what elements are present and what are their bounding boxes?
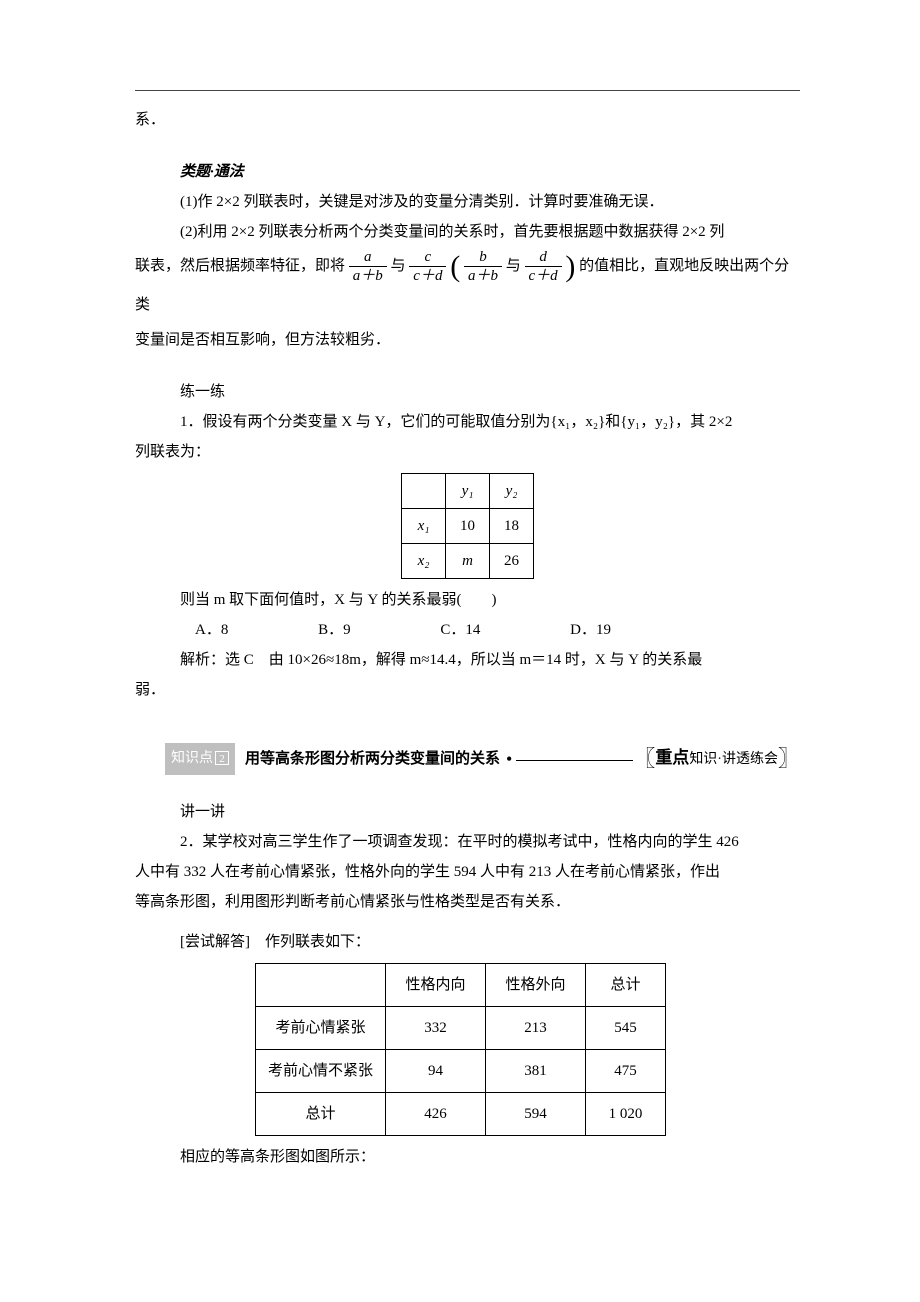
knowledge-tag-number: 2 bbox=[215, 751, 229, 765]
contingency-table-1: y₁ y₂ x₁ 10 18 x₂ m 26 bbox=[401, 473, 534, 579]
right-paren-icon: ) bbox=[565, 252, 575, 282]
q1-answer-a: 解析：选 C 由 10×26≈18m，解得 m≈14.4，所以当 m＝14 时，… bbox=[135, 645, 800, 675]
left-paren-icon: ( bbox=[450, 252, 460, 282]
table-cell: 性格内向 bbox=[386, 964, 486, 1007]
banner-title: 用等高条形图分析两分类变量间的关系 bbox=[245, 744, 500, 774]
sep-1: 与 bbox=[391, 258, 406, 274]
attempt-line: [尝试解答] 作列联表如下： bbox=[135, 927, 800, 957]
options-row: A．8 B．9 C．14 D．19 bbox=[135, 615, 800, 645]
p3-lead: 联表，然后根据频率特征，即将 bbox=[135, 258, 345, 274]
table-row: 考前心情不紧张 94 381 475 bbox=[256, 1050, 666, 1093]
paragraph-3: 联表，然后根据频率特征，即将 a a＋b 与 c c＋d ( b a＋b 与 d… bbox=[135, 247, 800, 325]
paragraph-1: (1)作 2×2 列联表时，关键是对涉及的变量分清类别．计算时要准确无误． bbox=[135, 187, 800, 217]
table-cell: 考前心情紧张 bbox=[256, 1007, 386, 1050]
contingency-table-2: 性格内向 性格外向 总计 考前心情紧张 332 213 545 考前心情不紧张 … bbox=[255, 963, 666, 1136]
fraction-4: d c＋d bbox=[525, 248, 562, 285]
banner-right: 〖重点知识·讲透练会〗 bbox=[633, 737, 800, 781]
table-row: x₂ m 26 bbox=[402, 544, 534, 579]
table-row: x₁ 10 18 bbox=[402, 509, 534, 544]
option-d: D．19 bbox=[540, 615, 611, 645]
table-cell: y₁ bbox=[446, 474, 490, 509]
table-cell bbox=[256, 964, 386, 1007]
table-cell: 381 bbox=[486, 1050, 586, 1093]
table-cell: 332 bbox=[386, 1007, 486, 1050]
fraction-1: a a＋b bbox=[349, 248, 387, 285]
option-a: A．8 bbox=[165, 615, 228, 645]
bullet-icon: • bbox=[506, 750, 512, 768]
banner-line bbox=[516, 760, 633, 761]
dbl-bracket-right-icon: 〗 bbox=[778, 746, 800, 771]
page-container: 系． 类题·通法 (1)作 2×2 列联表时，关键是对涉及的变量分清类别．计算时… bbox=[0, 0, 920, 1232]
q1-answer-b: 弱． bbox=[135, 675, 800, 705]
q2-b: 人中有 332 人在考前心情紧张，性格外向的学生 594 人中有 213 人在考… bbox=[135, 857, 800, 887]
knowledge-tag: 知识点2 bbox=[165, 743, 235, 775]
knowledge-tag-text: 知识点 bbox=[171, 751, 213, 766]
table-cell: 594 bbox=[486, 1093, 586, 1136]
trailing-fragment: 系． bbox=[135, 105, 800, 135]
knowledge-point-banner: 知识点2 用等高条形图分析两分类变量间的关系 • 〖重点知识·讲透练会〗 bbox=[165, 737, 800, 781]
table-cell: 10 bbox=[446, 509, 490, 544]
paragraph-2: (2)利用 2×2 列联表分析两个分类变量间的关系时，首先要根据题中数据获得 2… bbox=[135, 217, 800, 247]
table-cell bbox=[402, 474, 446, 509]
table-row: 性格内向 性格外向 总计 bbox=[256, 964, 666, 1007]
table-cell: y₂ bbox=[490, 474, 534, 509]
sep-2: 与 bbox=[506, 258, 521, 274]
talk-label: 讲一讲 bbox=[180, 804, 225, 820]
table-row: 总计 426 594 1 020 bbox=[256, 1093, 666, 1136]
fraction-2: c c＋d bbox=[409, 248, 446, 285]
table-cell: 总计 bbox=[256, 1093, 386, 1136]
table-cell: 545 bbox=[586, 1007, 666, 1050]
table-cell: 18 bbox=[490, 509, 534, 544]
table-row: 考前心情紧张 332 213 545 bbox=[256, 1007, 666, 1050]
fraction-3: b a＋b bbox=[464, 248, 502, 285]
section-title: 类题·通法 bbox=[180, 164, 244, 180]
table-cell: x₂ bbox=[402, 544, 446, 579]
q1-ask: 则当 m 取下面何值时，X 与 Y 的关系最弱( ) bbox=[135, 585, 800, 615]
table-cell: 213 bbox=[486, 1007, 586, 1050]
table-cell: 考前心情不紧张 bbox=[256, 1050, 386, 1093]
q2-a: 2．某学校对高三学生作了一项调查发现：在平时的模拟考试中，性格内向的学生 426 bbox=[135, 827, 800, 857]
table-cell: x₁ bbox=[402, 509, 446, 544]
top-divider bbox=[135, 90, 800, 91]
q1-stem-a: 1．假设有两个分类变量 X 与 Y，它们的可能取值分别为{x₁，x₂}和{y₁，… bbox=[135, 407, 800, 437]
practice-label: 练一练 bbox=[180, 384, 225, 400]
talk-heading: 讲一讲 bbox=[135, 797, 800, 827]
paragraph-4: 变量间是否相互影响，但方法较粗劣． bbox=[135, 325, 800, 355]
table-cell: 总计 bbox=[586, 964, 666, 1007]
q2-c: 等高条形图，利用图形判断考前心情紧张与性格类型是否有关系． bbox=[135, 887, 800, 917]
option-c: C．14 bbox=[410, 615, 480, 645]
practice-heading: 练一练 bbox=[135, 377, 800, 407]
tail-line: 相应的等高条形图如图所示： bbox=[135, 1142, 800, 1172]
table-cell: 性格外向 bbox=[486, 964, 586, 1007]
table-cell: 94 bbox=[386, 1050, 486, 1093]
banner-heavy: 重点 bbox=[655, 748, 689, 767]
table-cell: m bbox=[446, 544, 490, 579]
banner-tail: 知识·讲透练会 bbox=[689, 752, 778, 767]
table-row: y₁ y₂ bbox=[402, 474, 534, 509]
table-cell: 426 bbox=[386, 1093, 486, 1136]
dbl-bracket-left-icon: 〖 bbox=[633, 746, 655, 771]
section-heading: 类题·通法 bbox=[135, 157, 800, 187]
table-cell: 475 bbox=[586, 1050, 666, 1093]
table-cell: 1 020 bbox=[586, 1093, 666, 1136]
option-b: B．9 bbox=[288, 615, 351, 645]
table-cell: 26 bbox=[490, 544, 534, 579]
q1-stem-b: 列联表为： bbox=[135, 437, 800, 467]
